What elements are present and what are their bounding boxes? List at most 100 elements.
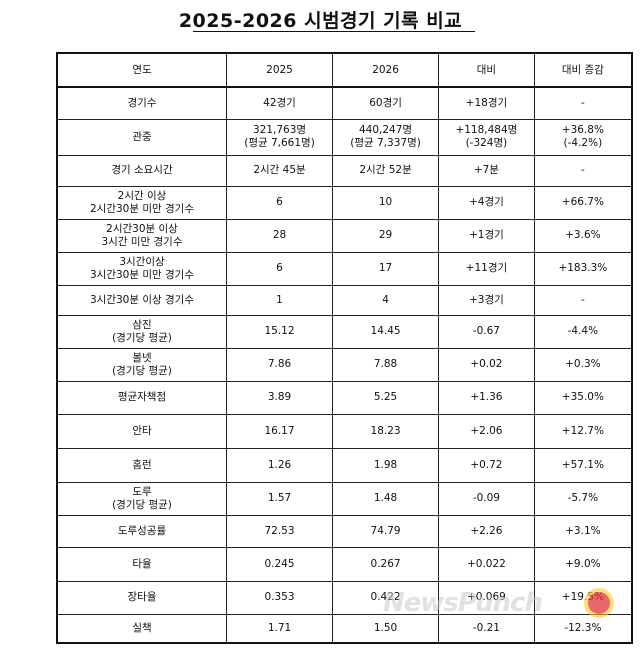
cell-value-2025: 6 (225, 185, 334, 220)
cell-text: 경기수 (127, 96, 157, 109)
cell-text: +57.1% (561, 458, 604, 471)
cell-text: +3.1% (565, 524, 601, 537)
cell-text: 2시간30분 미만 경기수 (89, 202, 194, 215)
cell-text: +0.3% (565, 358, 601, 370)
cell-text: -12.3% (564, 621, 602, 634)
cell-text: 29 (378, 229, 393, 241)
cell-text: 0.422 (370, 591, 401, 603)
cell-text: +36.8% (561, 124, 604, 136)
cell-diff-rate: -5.7% (533, 481, 633, 516)
cell-diff-rate: - (533, 86, 633, 120)
table-row: 3시간30분 이상 경기수 1 4 +3경기 - (56, 284, 633, 316)
cell-text: 42경기 (263, 96, 296, 109)
cell-text: 장타율 (127, 591, 157, 603)
cell-text: +18경기 (465, 96, 508, 109)
cell-metric: 타율 (56, 546, 227, 582)
cell-text: 삼진 (132, 318, 152, 331)
cell-diff-rate: -12.3% (533, 613, 633, 644)
cell-value-2026: 0.422 (332, 580, 440, 615)
cell-value-2026: 18.23 (332, 413, 440, 449)
cell-value-2025: 1.57 (225, 481, 334, 516)
table-row: 도루성공률 72.53 74.79 +2.26 +3.1% (56, 514, 633, 548)
cell-value-2026: 10 (332, 185, 440, 220)
cell-value-2026: 5.25 (332, 380, 440, 415)
cell-value-2026: 17 (332, 251, 440, 286)
table-row: 평균자책점 3.89 5.25 +1.36 +35.0% (56, 380, 633, 415)
cell-text: - (580, 293, 585, 306)
cell-text: +118,484명 (455, 124, 518, 136)
cell-diff: +3경기 (438, 284, 535, 316)
cell-diff: +18경기 (438, 86, 535, 120)
cell-text: 17 (378, 262, 393, 274)
title-underline (193, 31, 475, 32)
cell-metric: 3시간이상 3시간30분 미만 경기수 (56, 251, 227, 286)
cell-diff: +4경기 (438, 185, 535, 220)
page-title: 2025-2026 시범경기 기록 비교 (178, 10, 463, 32)
cell-text: 1.98 (373, 458, 398, 471)
cell-metric: 관중 (56, 118, 227, 156)
cell-text: 74.79 (370, 524, 401, 537)
cell-text: +7분 (473, 164, 499, 176)
cell-text: +11경기 (465, 262, 508, 274)
cell-text: 18.23 (370, 424, 401, 437)
cell-text: +35.0% (561, 391, 604, 403)
cell-value-2025: 0.353 (225, 580, 334, 615)
cell-text: 0.267 (370, 557, 401, 570)
cell-metric: 홈런 (56, 447, 227, 483)
cell-metric: 경기수 (56, 86, 227, 120)
cell-value-2025: 1.71 (225, 613, 334, 644)
header-diff: 대비 (438, 52, 535, 88)
cell-text: 0.353 (264, 591, 295, 603)
cell-diff-rate: +36.8% (-4.2%) (533, 118, 633, 156)
cell-diff: +0.72 (438, 447, 535, 483)
cell-diff-rate: - (533, 284, 633, 316)
cell-text: (경기당 평균) (112, 331, 172, 344)
cell-text: 5.25 (373, 391, 398, 403)
cell-diff-rate: -4.4% (533, 314, 633, 349)
cell-text: 도루 (132, 485, 152, 498)
cell-value-2026: 2시간 52분 (332, 154, 440, 187)
cell-value-2025: 321,763명 (평균 7,661명) (225, 118, 334, 156)
cell-value-2026: 14.45 (332, 314, 440, 349)
cell-text: +19.5% (561, 591, 604, 603)
cell-value-2025: 28 (225, 218, 334, 253)
cell-text: 실책 (132, 621, 152, 634)
cell-diff: +11경기 (438, 251, 535, 286)
cell-text: +183.3% (558, 262, 608, 274)
table-row: 실책 1.71 1.50 -0.21 -12.3% (56, 613, 633, 644)
header-year: 연도 (56, 52, 227, 88)
table-row: 2시간 이상 2시간30분 미만 경기수 6 10 +4경기 +66.7% (56, 185, 633, 220)
cell-text: +1경기 (469, 229, 504, 241)
table-row: 홈런 1.26 1.98 +0.72 +57.1% (56, 447, 633, 483)
cell-metric: 평균자책점 (56, 380, 227, 415)
cell-text: 2시간 52분 (359, 164, 412, 176)
cell-diff-rate: +19.5% (533, 580, 633, 615)
cell-text: 도루성공률 (117, 524, 167, 537)
table-row: 도루 (경기당 평균) 1.57 1.48 -0.09 -5.7% (56, 481, 633, 516)
cell-diff: +1.36 (438, 380, 535, 415)
cell-text: 3.89 (267, 391, 292, 403)
cell-metric: 실책 (56, 613, 227, 644)
cell-diff: +0.069 (438, 580, 535, 615)
cell-text: 3시간30분 미만 경기수 (89, 268, 194, 281)
cell-text: +2.06 (470, 424, 503, 437)
header-2026: 2026 (332, 52, 440, 88)
cell-text: 7.86 (267, 358, 292, 370)
cell-text: +12.7% (561, 424, 604, 437)
cell-diff: +0.022 (438, 546, 535, 582)
cell-diff: -0.21 (438, 613, 535, 644)
cell-text: +0.022 (466, 557, 506, 570)
comparison-table: 연도 2025 2026 대비 대비 증감 경기수 42경기 60경기 +18경기 - 관… (56, 52, 633, 644)
cell-metric: 삼진 (경기당 평균) (56, 314, 227, 349)
cell-text: +1.36 (470, 391, 503, 403)
table-row: 타율 0.245 0.267 +0.022 +9.0% (56, 546, 633, 582)
cell-text: 72.53 (264, 524, 295, 537)
cell-text: 타율 (132, 557, 152, 570)
cell-value-2026: 440,247명 (평균 7,337명) (332, 118, 440, 156)
cell-text: +66.7% (561, 196, 604, 208)
cell-diff: +7분 (438, 154, 535, 187)
cell-text: 2시간 45분 (253, 164, 306, 176)
cell-text: - (580, 164, 585, 176)
cell-text: 440,247명 (359, 124, 413, 136)
cell-metric: 도루 (경기당 평균) (56, 481, 227, 516)
